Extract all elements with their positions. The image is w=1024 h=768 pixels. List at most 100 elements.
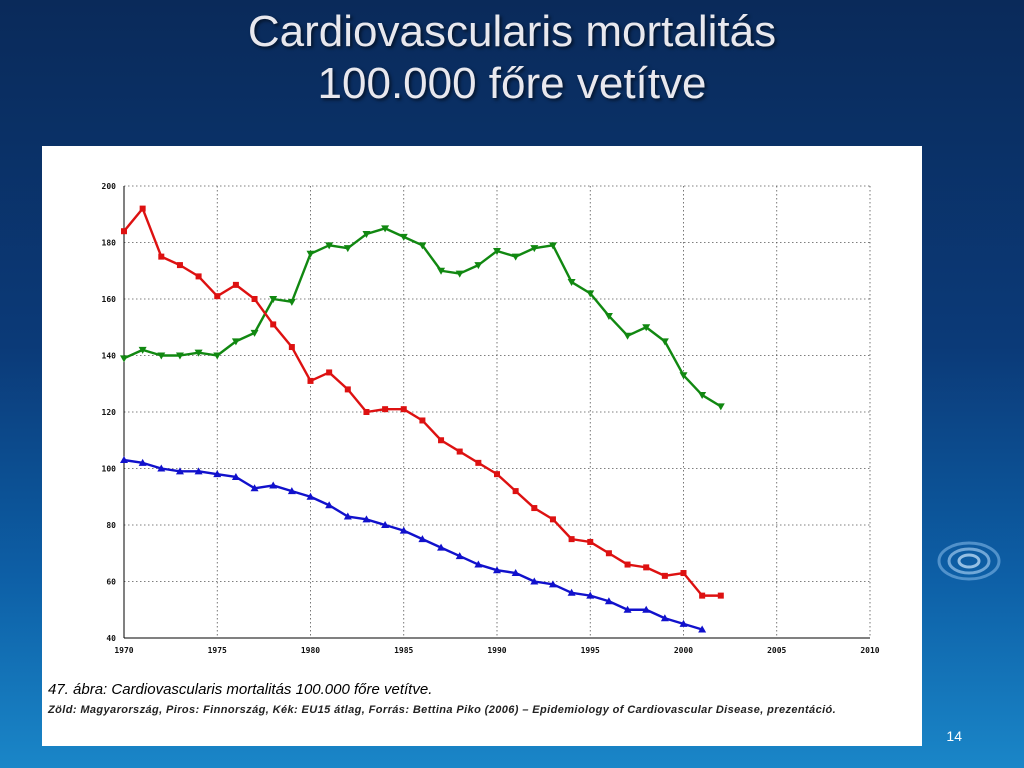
data-point xyxy=(251,296,258,302)
title-line-1: Cardiovascularis mortalitás xyxy=(247,7,777,56)
x-tick-label: 1985 xyxy=(394,646,413,655)
data-point xyxy=(381,225,390,233)
data-point xyxy=(604,312,613,320)
data-point xyxy=(232,281,239,288)
data-point xyxy=(455,552,464,560)
data-point xyxy=(399,526,408,534)
data-point xyxy=(326,369,333,376)
y-tick-label: 40 xyxy=(106,634,116,643)
data-point xyxy=(362,231,371,239)
data-point xyxy=(306,250,315,258)
data-point xyxy=(474,560,483,568)
data-point xyxy=(437,267,446,275)
data-point xyxy=(716,403,725,411)
y-tick-label: 60 xyxy=(106,578,116,587)
data-point xyxy=(120,355,128,363)
data-point xyxy=(158,253,165,260)
data-point xyxy=(475,459,482,466)
data-point xyxy=(531,505,538,512)
data-point xyxy=(680,570,687,577)
data-point xyxy=(623,332,632,340)
data-point xyxy=(270,321,277,328)
data-point xyxy=(717,592,724,599)
data-point xyxy=(269,481,278,489)
mortality-line-chart: 40 60 80 100 120 140 160 180 200 1970 1975 1980 1985… xyxy=(102,182,880,655)
y-tick-label: 160 xyxy=(102,295,117,304)
x-tick-label: 2010 xyxy=(860,646,879,655)
data-point xyxy=(679,619,688,627)
x-tick-label: 1980 xyxy=(301,646,320,655)
x-tick-label: 1990 xyxy=(487,646,506,655)
x-tick-label: 2005 xyxy=(767,646,786,655)
data-point xyxy=(306,492,315,500)
data-point xyxy=(194,467,203,475)
data-point xyxy=(269,296,278,303)
data-point xyxy=(419,417,426,424)
data-point xyxy=(512,488,519,495)
y-tick-label: 140 xyxy=(102,352,117,361)
data-point xyxy=(586,591,595,599)
data-point xyxy=(418,535,427,543)
data-point xyxy=(456,448,463,455)
data-point xyxy=(530,245,539,253)
data-point xyxy=(438,437,445,444)
page-number: 14 xyxy=(946,728,962,744)
data-point xyxy=(568,536,575,543)
data-point xyxy=(643,564,650,571)
data-point xyxy=(381,521,390,528)
data-point xyxy=(231,338,240,346)
y-tick-label: 100 xyxy=(102,465,117,474)
data-point xyxy=(176,262,183,269)
data-point xyxy=(623,605,632,613)
data-point xyxy=(605,550,612,557)
data-point xyxy=(548,580,557,588)
data-point xyxy=(586,290,595,298)
data-point xyxy=(363,409,370,415)
x-tick-label: 1970 xyxy=(114,646,133,655)
data-point xyxy=(642,324,651,332)
y-tick-label: 200 xyxy=(102,182,117,191)
data-point xyxy=(213,470,222,478)
y-tick-label: 120 xyxy=(102,408,117,417)
data-point xyxy=(698,392,707,400)
data-point xyxy=(195,273,202,280)
data-point xyxy=(679,372,688,380)
data-point xyxy=(250,329,259,337)
data-point xyxy=(511,569,520,577)
data-point xyxy=(418,242,427,250)
data-point xyxy=(567,279,576,287)
data-point xyxy=(548,242,557,250)
figure-caption: 47. ábra: Cardiovascularis mortalitás 10… xyxy=(48,681,433,698)
data-point xyxy=(382,406,389,413)
data-point xyxy=(400,406,407,413)
data-point xyxy=(288,344,295,351)
x-tick-label: 2000 xyxy=(674,646,693,655)
data-point xyxy=(660,338,669,346)
data-point xyxy=(231,472,240,480)
slide-title: Cardiovascularis mortalitás 100.000 főre… xyxy=(0,6,1024,110)
data-point xyxy=(343,512,352,520)
data-point xyxy=(493,566,501,574)
data-point xyxy=(494,471,500,478)
series-line-0 xyxy=(123,227,722,408)
data-point xyxy=(699,592,706,599)
data-point xyxy=(139,205,146,212)
data-point xyxy=(362,515,371,523)
data-point xyxy=(157,352,166,360)
data-point xyxy=(604,597,613,605)
data-point xyxy=(511,253,520,261)
data-point xyxy=(437,543,446,551)
data-point xyxy=(660,614,669,622)
data-point xyxy=(250,484,259,492)
data-point xyxy=(157,464,166,472)
title-line-2: 100.000 főre vetítve xyxy=(317,59,707,108)
x-tick-label: 1975 xyxy=(208,646,227,655)
data-point xyxy=(325,242,334,250)
data-point xyxy=(138,458,147,466)
data-point xyxy=(175,467,184,475)
figure-source: Zöld: Magyarország, Piros: Finnország, K… xyxy=(48,704,837,716)
data-point xyxy=(138,346,147,354)
data-point xyxy=(307,377,314,384)
y-tick-label: 80 xyxy=(106,521,116,530)
series-line-2 xyxy=(123,458,703,631)
